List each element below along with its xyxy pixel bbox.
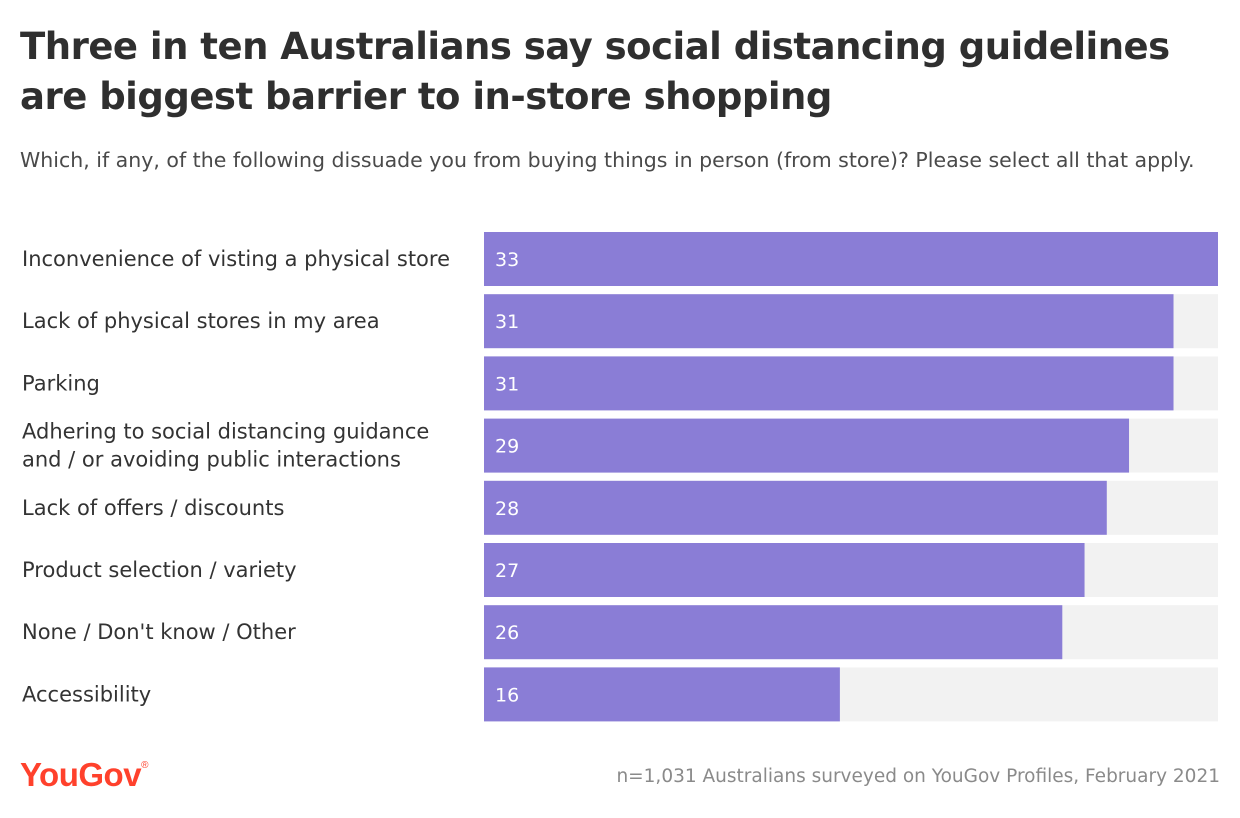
category-label: None / Don't know / Other — [22, 620, 296, 644]
value-label: 31 — [495, 373, 519, 395]
value-label: 28 — [495, 498, 519, 520]
bar — [484, 232, 1218, 286]
category-label: Lack of physical stores in my area — [22, 309, 380, 333]
category-label: Adhering to social distancing guidance — [22, 420, 429, 444]
bar — [484, 543, 1085, 597]
bar — [484, 294, 1174, 349]
value-label: 27 — [495, 560, 519, 582]
bar — [484, 605, 1063, 660]
category-label: Accessibility — [22, 682, 151, 706]
category-label: and / or avoiding public interactions — [22, 448, 401, 472]
value-label: 29 — [495, 436, 519, 458]
chart-title: Three in ten Australians say social dist… — [20, 25, 1170, 118]
bar — [484, 356, 1174, 411]
yougov-logo: YouGov® — [20, 756, 148, 794]
bar — [484, 480, 1107, 535]
registered-mark: ® — [141, 760, 148, 771]
bar — [484, 667, 840, 722]
logo-text: YouGov — [20, 756, 142, 793]
bar — [484, 418, 1130, 473]
value-label: 33 — [495, 249, 519, 271]
bar-chart: 33 Inconvenience of visting a physical st… — [22, 232, 1218, 722]
source-note: n=1,031 Australians surveyed on YouGov P… — [616, 766, 1220, 787]
category-label: Inconvenience of visting a physical stor… — [22, 247, 450, 271]
category-label: Parking — [22, 371, 100, 395]
value-label: 31 — [495, 311, 519, 333]
category-label: Lack of offers / discounts — [22, 496, 284, 520]
category-label: Product selection / variety — [22, 558, 297, 582]
value-label: 26 — [495, 622, 519, 644]
chart-subtitle: Which, if any, of the following dissuade… — [20, 148, 1195, 172]
value-label: 16 — [495, 684, 519, 706]
